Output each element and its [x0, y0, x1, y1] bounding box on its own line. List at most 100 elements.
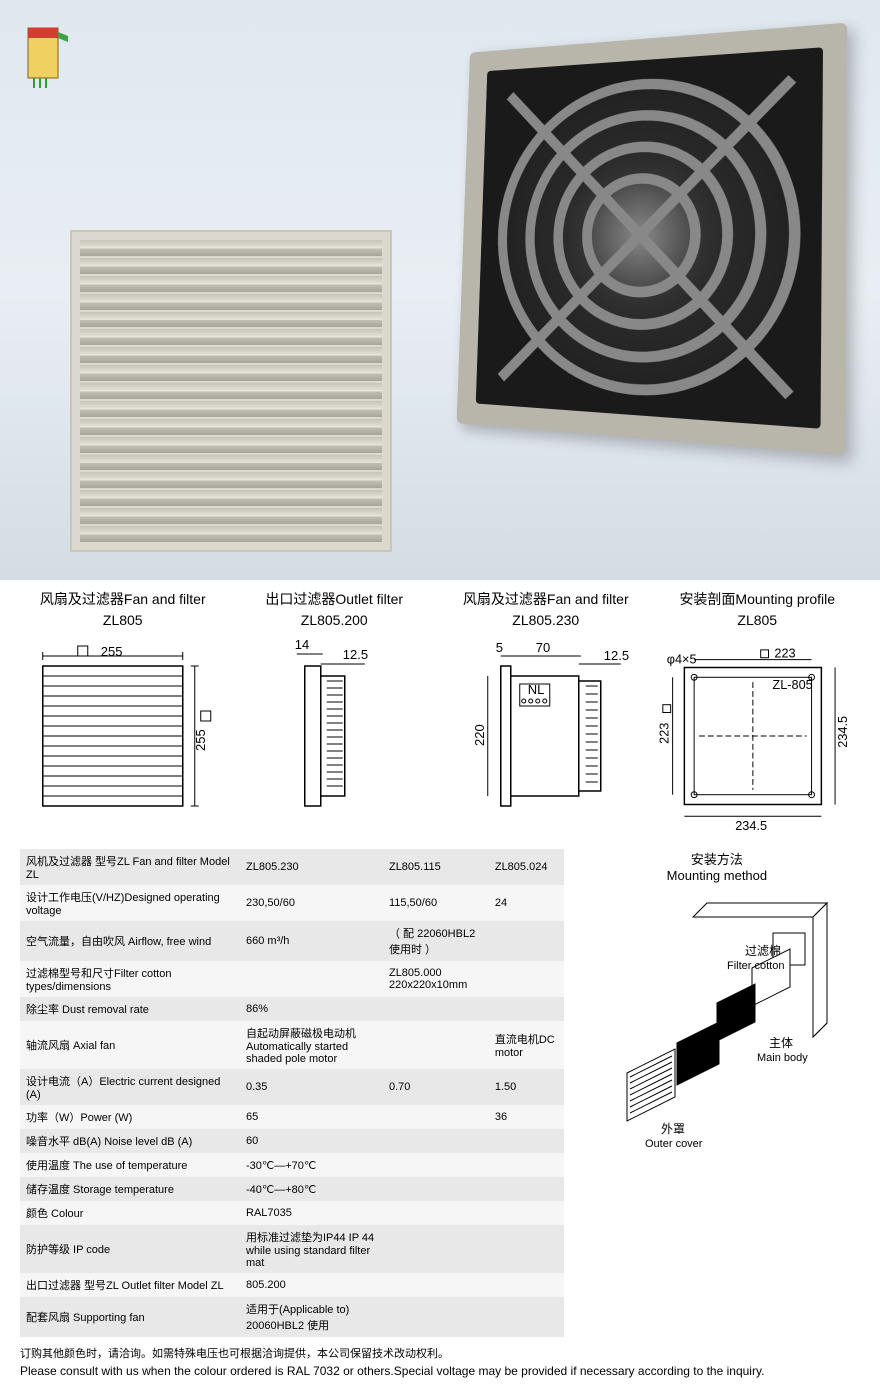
spec-c2 — [383, 1225, 489, 1273]
spec-row: 过滤棉型号和尺寸Filter cotton types/dimensions ZL… — [20, 961, 564, 997]
spec-c1: 用标准过滤垫为IP44 IP 44 while using standard f… — [240, 1225, 383, 1273]
spec-label: 颜色 Colour — [20, 1201, 240, 1225]
svg-text:14: 14 — [294, 637, 308, 652]
mounting-title-cn: 安装方法 — [574, 849, 860, 868]
spec-c2 — [383, 1297, 489, 1337]
drawing-svg-3: NL 5 70 12.5 220 — [443, 636, 649, 836]
spec-c1 — [240, 961, 383, 997]
spec-c3 — [489, 921, 564, 961]
spec-c1: 65 — [240, 1105, 383, 1129]
spec-label: 配套风扇 Supporting fan — [20, 1297, 240, 1337]
svg-text:70: 70 — [536, 640, 550, 655]
svg-text:外罩: 外罩 — [661, 1122, 685, 1136]
spec-label: 功率（W）Power (W) — [20, 1105, 240, 1129]
spec-c2 — [383, 997, 489, 1021]
drawing-title: 安装剖面Mounting profile — [655, 590, 861, 608]
spec-c3 — [489, 1297, 564, 1337]
drawing-model: ZL805.200 — [232, 612, 438, 628]
louver-product-image — [70, 230, 392, 552]
svg-text:255: 255 — [101, 644, 123, 659]
spec-c3 — [489, 1129, 564, 1153]
spec-c2 — [383, 1021, 489, 1069]
spec-c1: 自起动屏蔽磁极电动机 Automatically started shaded … — [240, 1021, 383, 1069]
spec-c3: 36 — [489, 1105, 564, 1129]
spec-table: 风机及过滤器 型号ZL Fan and filter Model ZLZL805… — [20, 849, 564, 1337]
drawing-title: 风扇及过滤器Fan and filter — [443, 590, 649, 608]
spec-c3 — [489, 1273, 564, 1297]
spec-row: 设计工作电压(V/HZ)Designed operating voltage23… — [20, 885, 564, 921]
spec-c3 — [489, 1153, 564, 1177]
spec-row: 功率（W）Power (W)65 36 — [20, 1105, 564, 1129]
spec-c2 — [383, 1273, 489, 1297]
spec-label: 过滤棉型号和尺寸Filter cotton types/dimensions — [20, 961, 240, 997]
spec-c1: 230,50/60 — [240, 885, 383, 921]
svg-text:主体: 主体 — [769, 1036, 793, 1050]
hero-section — [0, 0, 880, 580]
spec-label: 噪音水平 dB(A) Noise level dB (A) — [20, 1129, 240, 1153]
spec-row: 颜色 ColourRAL7035 — [20, 1201, 564, 1225]
spec-section: 风机及过滤器 型号ZL Fan and filter Model ZLZL805… — [0, 841, 880, 1347]
drawing-col-4: 安装剖面Mounting profile ZL805 φ4×5 ZL-805 2… — [655, 590, 861, 841]
svg-text:5: 5 — [496, 640, 503, 655]
spec-c3 — [489, 961, 564, 997]
spec-c1: -30℃—+70℃ — [240, 1153, 383, 1177]
drawing-col-2: 出口过滤器Outlet filter ZL805.200 14 12.5 — [232, 590, 438, 841]
drawing-col-3: 风扇及过滤器Fan and filter ZL805.230 NL 5 70 1… — [443, 590, 649, 841]
spec-c3 — [489, 1177, 564, 1201]
svg-text:255: 255 — [193, 729, 208, 751]
spec-c1: 0.35 — [240, 1069, 383, 1105]
spec-row: 配套风扇 Supporting fan适用于(Applicable to) 20… — [20, 1297, 564, 1337]
spec-c2: 115,50/60 — [383, 885, 489, 921]
spec-label: 风机及过滤器 型号ZL Fan and filter Model ZL — [20, 849, 240, 885]
spec-c1: 660 m³/h — [240, 921, 383, 961]
drawing-col-1: 风扇及过滤器Fan and filter ZL805 255 255 — [20, 590, 226, 841]
spec-c3: ZL805.024 — [489, 849, 564, 885]
footer-cn: 订购其他颜色时，请洽询。如需特殊电压也可根据洽询提供，本公司保留技术改动权利。 — [20, 1347, 860, 1362]
spec-c1: 60 — [240, 1129, 383, 1153]
svg-text:Main body: Main body — [757, 1052, 808, 1064]
spec-row: 噪音水平 dB(A) Noise level dB (A)60 — [20, 1129, 564, 1153]
spec-label: 储存温度 Storage temperature — [20, 1177, 240, 1201]
mounting-title-en: Mounting method — [574, 868, 860, 883]
svg-text:NL: NL — [528, 682, 545, 697]
spec-label: 设计工作电压(V/HZ)Designed operating voltage — [20, 885, 240, 921]
spec-c3 — [489, 997, 564, 1021]
fan-product-image — [457, 23, 847, 456]
spec-row: 除尘率 Dust removal rate86% — [20, 997, 564, 1021]
spec-c2: 0.70 — [383, 1069, 489, 1105]
spec-label: 设计电流（A）Electric current designed (A) — [20, 1069, 240, 1105]
svg-text:234.5: 234.5 — [834, 716, 849, 748]
spec-row: 空气流量，自由吹风 Airflow, free wind660 m³/h（ 配 … — [20, 921, 564, 961]
spec-label: 出口过滤器 型号ZL Outlet filter Model ZL — [20, 1273, 240, 1297]
svg-text:ZL-805: ZL-805 — [772, 677, 812, 692]
drawing-title: 出口过滤器Outlet filter — [232, 590, 438, 608]
spec-c2: ZL805.000 220x220x10mm — [383, 961, 489, 997]
spec-c2 — [383, 1201, 489, 1225]
drawing-svg-1: 255 255 — [20, 636, 226, 836]
spec-row: 防护等级 IP code用标准过滤垫为IP44 IP 44 while usin… — [20, 1225, 564, 1273]
spec-c1: 适用于(Applicable to) 20060HBL2 使用 — [240, 1297, 383, 1337]
diagram-icon — [22, 22, 70, 90]
spec-c2 — [383, 1129, 489, 1153]
svg-text:223: 223 — [656, 723, 671, 744]
spec-row: 设计电流（A）Electric current designed (A)0.35… — [20, 1069, 564, 1105]
spec-c2 — [383, 1105, 489, 1129]
spec-c3: 1.50 — [489, 1069, 564, 1105]
spec-row: 使用温度 The use of temperature-30℃—+70℃ — [20, 1153, 564, 1177]
footer-en: Please consult with us when the colour o… — [20, 1363, 860, 1380]
spec-c3 — [489, 1201, 564, 1225]
spec-c1: 805.200 — [240, 1273, 383, 1297]
drawing-model: ZL805 — [20, 612, 226, 628]
spec-c2: ZL805.115 — [383, 849, 489, 885]
svg-text:234.5: 234.5 — [735, 818, 767, 833]
svg-text:220: 220 — [472, 724, 487, 746]
svg-text:φ4×5: φ4×5 — [666, 652, 696, 667]
svg-text:12.5: 12.5 — [342, 647, 367, 662]
svg-text:Filter cotton: Filter cotton — [727, 960, 784, 972]
spec-c1: ZL805.230 — [240, 849, 383, 885]
drawing-model: ZL805.230 — [443, 612, 649, 628]
footer: 订购其他颜色时，请洽询。如需特殊电压也可根据洽询提供，本公司保留技术改动权利。 … — [0, 1347, 880, 1399]
spec-row: 储存温度 Storage temperature-40℃—+80℃ — [20, 1177, 564, 1201]
svg-text:12.5: 12.5 — [604, 648, 629, 663]
mounting-diagram: 过滤棉 Filter cotton 主体 Main body 外罩 Outer … — [597, 893, 837, 1153]
